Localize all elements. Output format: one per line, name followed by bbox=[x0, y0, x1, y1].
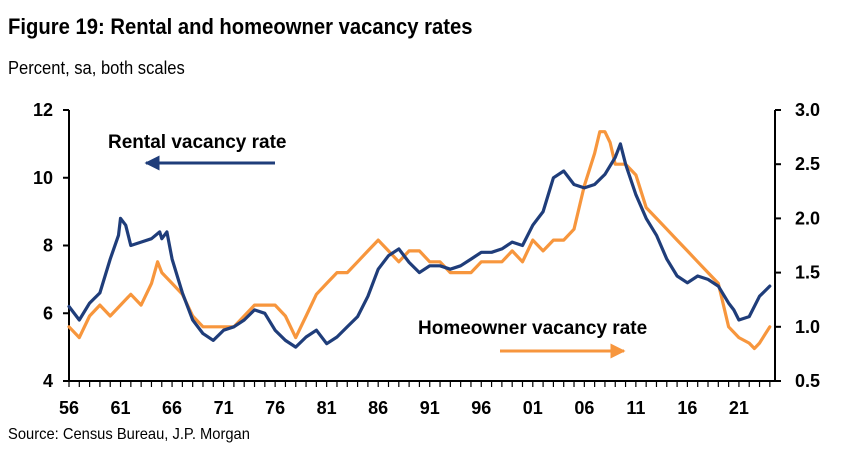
x-tick-label: 86 bbox=[368, 398, 388, 418]
x-tick-label: 61 bbox=[111, 398, 131, 418]
x-tick-label: 21 bbox=[729, 398, 749, 418]
y-right-tick-label: 1.5 bbox=[795, 263, 820, 283]
x-tick-label: 01 bbox=[523, 398, 543, 418]
y-left-tick-label: 4 bbox=[43, 371, 53, 391]
y-left-tick-label: 12 bbox=[33, 100, 53, 120]
x-tick-label: 06 bbox=[574, 398, 594, 418]
x-tick-label: 66 bbox=[162, 398, 182, 418]
homeowner-annotation-label: Homeowner vacancy rate bbox=[418, 318, 647, 339]
series-layer bbox=[67, 130, 772, 351]
x-tick-label: 81 bbox=[317, 398, 337, 418]
y-left-tick-label: 8 bbox=[43, 236, 53, 256]
x-tick-label: 11 bbox=[626, 398, 645, 418]
x-tick-label: 56 bbox=[59, 398, 79, 418]
annotation-layer: Rental vacancy rate Homeowner vacancy ra… bbox=[108, 132, 647, 359]
x-tick-label: 16 bbox=[677, 398, 697, 418]
chart-title: Figure 19: Rental and homeowner vacancy … bbox=[8, 14, 473, 39]
y-right-tick-label: 2.5 bbox=[795, 154, 820, 174]
chart-source: Source: Census Bureau, J.P. Morgan bbox=[8, 426, 250, 443]
x-tick-label: 96 bbox=[471, 398, 491, 418]
y-right-tick-label: 2.0 bbox=[795, 208, 820, 228]
rental-annotation-label: Rental vacancy rate bbox=[108, 132, 287, 153]
axes-layer: 4 6 8 10 12 0.5 1.0 1.5 2.0 2.5 3.0 56 61 66 71 76 81 86 9… bbox=[33, 100, 820, 418]
y-right-tick-label: 0.5 bbox=[795, 371, 820, 391]
y-right-tick-label: 1.0 bbox=[795, 317, 820, 337]
y-left-tick-label: 6 bbox=[43, 303, 53, 323]
x-tick-label: 91 bbox=[420, 398, 440, 418]
x-tick-label: 76 bbox=[265, 398, 285, 418]
y-right-tick-label: 3.0 bbox=[795, 100, 820, 120]
rental-vacancy-line bbox=[67, 142, 772, 349]
y-left-tick-label: 10 bbox=[33, 168, 53, 188]
chart-subtitle: Percent, sa, both scales bbox=[8, 58, 185, 78]
x-tick-label: 71 bbox=[214, 398, 234, 418]
